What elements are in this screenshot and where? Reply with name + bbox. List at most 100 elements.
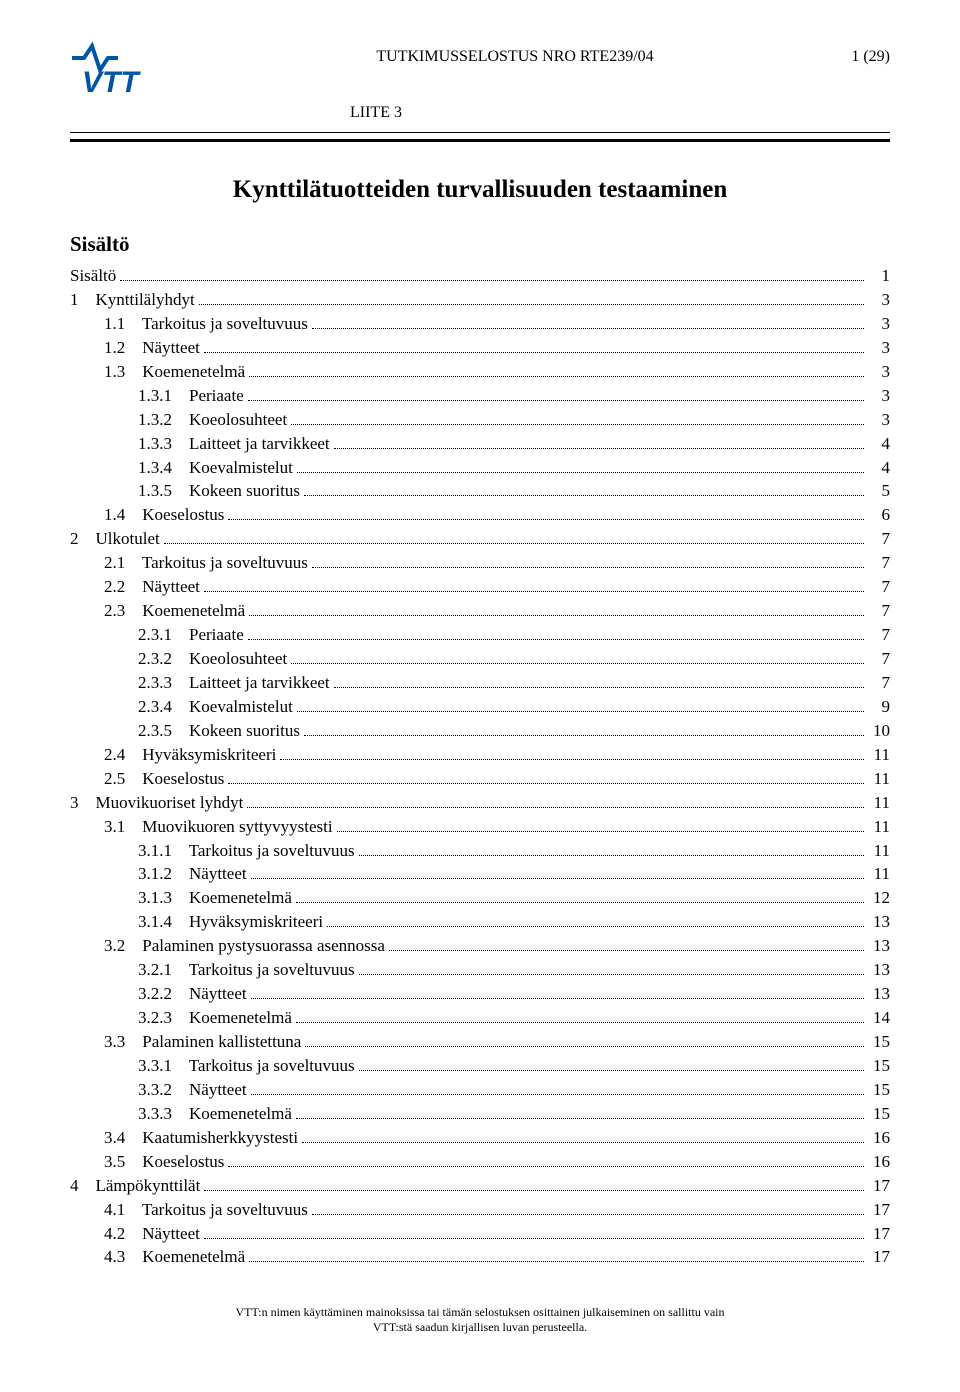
toc-label: 3.3.3 Koemenetelmä <box>138 1103 292 1126</box>
toc-page-number: 13 <box>868 983 890 1006</box>
page: VTT TUTKIMUSSELOSTUS NRO RTE239/04 1 (29… <box>0 0 960 1365</box>
toc-label: 3.2 Palaminen pystysuorassa asennossa <box>104 935 385 958</box>
toc-leader-dots <box>120 266 864 281</box>
toc-leader-dots <box>297 457 864 472</box>
toc-label: 1.3 Koemenetelmä <box>104 361 245 384</box>
toc-row: 3.2.2 Näytteet 13 <box>70 983 890 1006</box>
logo-block: VTT <box>70 40 200 100</box>
toc-leader-dots <box>296 1008 864 1023</box>
toc-row: 4.3 Koemenetelmä17 <box>70 1246 890 1269</box>
toc-row: 1.3.2 Koeolosuhteet3 <box>70 409 890 432</box>
toc-leader-dots <box>291 649 864 664</box>
document-title: Kynttilätuotteiden turvallisuuden testaa… <box>70 176 890 204</box>
toc-leader-dots <box>164 529 864 544</box>
toc-label: 2.3.4 Koevalmistelut <box>138 696 293 719</box>
toc-leader-dots <box>251 1079 864 1094</box>
toc-label: 1.3.2 Koeolosuhteet <box>138 409 287 432</box>
page-indicator: 1 (29) <box>830 40 890 66</box>
toc-leader-dots <box>228 505 864 520</box>
toc-leader-dots <box>334 673 864 688</box>
toc-leader-dots <box>312 313 864 328</box>
toc-label: 1 Kynttilälyhdyt <box>70 289 195 312</box>
toc-leader-dots <box>312 553 864 568</box>
toc-leader-dots <box>228 1151 864 1166</box>
toc-page-number: 6 <box>868 504 890 527</box>
toc-page-number: 3 <box>868 337 890 360</box>
toc-page-number: 14 <box>868 1007 890 1030</box>
toc-row: 3.1.1 Tarkoitus ja soveltuvuus11 <box>70 840 890 863</box>
toc-leader-dots <box>280 744 864 759</box>
toc-row: 3.1 Muovikuoren syttyvyystesti 11 <box>70 816 890 839</box>
toc-leader-dots <box>251 984 864 999</box>
toc-leader-dots <box>199 290 864 305</box>
toc-page-number: 11 <box>868 816 890 839</box>
toc-page-number: 11 <box>868 863 890 886</box>
toc-label: 3 Muovikuoriset lyhdyt <box>70 792 243 815</box>
toc-label: 2.3 Koemenetelmä <box>104 600 245 623</box>
toc-page-number: 3 <box>868 361 890 384</box>
toc-label: 2.1 Tarkoitus ja soveltuvuus <box>104 552 308 575</box>
toc-row: 3 Muovikuoriset lyhdyt11 <box>70 792 890 815</box>
toc-page-number: 16 <box>868 1127 890 1150</box>
toc-label: 2.5 Koeselostus <box>104 768 224 791</box>
toc-label: 3.4 Kaatumisherkkyystesti <box>104 1127 298 1150</box>
toc-row: 1 Kynttilälyhdyt3 <box>70 289 890 312</box>
toc-label: 2.4 Hyväksymiskriteeri <box>104 744 276 767</box>
toc-page-number: 1 <box>868 265 890 288</box>
toc-page-number: 12 <box>868 887 890 910</box>
toc-label: 2.3.2 Koeolosuhteet <box>138 648 287 671</box>
toc-page-number: 17 <box>868 1223 890 1246</box>
toc-row: 1.3 Koemenetelmä 3 <box>70 361 890 384</box>
toc-row: 3.4 Kaatumisherkkyystesti 16 <box>70 1127 890 1150</box>
toc-leader-dots <box>304 481 864 496</box>
toc-leader-dots <box>302 1127 864 1142</box>
footer: VTT:n nimen käyttäminen mainoksissa tai … <box>70 1305 890 1335</box>
toc-leader-dots <box>359 960 864 975</box>
toc-page-number: 7 <box>868 648 890 671</box>
toc-label: 3.1 Muovikuoren syttyvyystesti <box>104 816 333 839</box>
toc-row: 3.2 Palaminen pystysuorassa asennossa13 <box>70 935 890 958</box>
toc-leader-dots <box>296 888 864 903</box>
toc-leader-dots <box>312 1199 864 1214</box>
toc-leader-dots <box>249 601 864 616</box>
toc-row: 3.2.1 Tarkoitus ja soveltuvuus 13 <box>70 959 890 982</box>
toc-label: Sisältö <box>70 265 116 288</box>
toc-page-number: 15 <box>868 1079 890 1102</box>
toc-row: 1.3.4 Koevalmistelut4 <box>70 457 890 480</box>
toc-label: 3.3 Palaminen kallistettuna <box>104 1031 301 1054</box>
toc-label: 4.3 Koemenetelmä <box>104 1246 245 1269</box>
report-number: TUTKIMUSSELOSTUS NRO RTE239/04 <box>200 40 830 66</box>
toc-page-number: 15 <box>868 1055 890 1078</box>
toc-label: 3.2.3 Koemenetelmä <box>138 1007 292 1030</box>
toc-leader-dots <box>334 433 864 448</box>
toc-leader-dots <box>204 1175 864 1190</box>
toc-label: 3.2.2 Näytteet <box>138 983 247 1006</box>
header-rule-thick <box>70 139 890 142</box>
appendix-label: LIITE 3 <box>350 104 890 122</box>
toc-leader-dots <box>248 385 864 400</box>
toc-row: 4.2 Näytteet 17 <box>70 1223 890 1246</box>
toc-leader-dots <box>248 625 864 640</box>
toc-page-number: 7 <box>868 552 890 575</box>
toc-page-number: 15 <box>868 1031 890 1054</box>
toc-row: 1.4 Koeselostus6 <box>70 504 890 527</box>
toc-label: 3.1.2 Näytteet <box>138 863 247 886</box>
toc-leader-dots <box>204 577 864 592</box>
toc-row: 2.3.2 Koeolosuhteet 7 <box>70 648 890 671</box>
toc-label: 3.2.1 Tarkoitus ja soveltuvuus <box>138 959 355 982</box>
toc-leader-dots <box>249 1247 864 1262</box>
toc-label: 3.1.3 Koemenetelmä <box>138 887 292 910</box>
vtt-logo-icon: VTT <box>70 40 200 100</box>
logo-text: VTT <box>82 66 141 99</box>
toc-label: 3.1.1 Tarkoitus ja soveltuvuus <box>138 840 355 863</box>
toc-label: 2.3.5 Kokeen suoritus <box>138 720 300 743</box>
toc-page-number: 4 <box>868 457 890 480</box>
toc-label: 4.2 Näytteet <box>104 1223 200 1246</box>
footer-line-1: VTT:n nimen käyttäminen mainoksissa tai … <box>70 1305 890 1320</box>
toc-label: 1.2 Näytteet <box>104 337 200 360</box>
toc-label: 1.3.5 Kokeen suoritus <box>138 480 300 503</box>
toc-row: 2.2 Näytteet7 <box>70 576 890 599</box>
toc-leader-dots <box>327 912 864 927</box>
toc-page-number: 13 <box>868 959 890 982</box>
toc-page-number: 15 <box>868 1103 890 1126</box>
